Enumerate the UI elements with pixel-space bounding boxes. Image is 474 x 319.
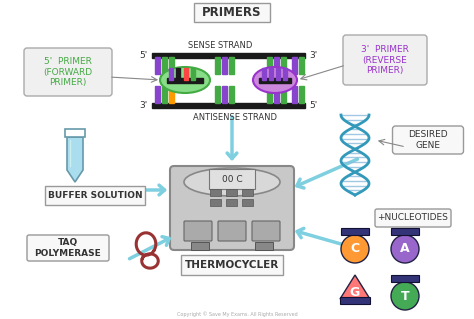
Bar [222, 86, 228, 103]
Circle shape [341, 235, 369, 263]
Bar [269, 68, 273, 80]
Text: 3': 3' [140, 100, 148, 109]
FancyBboxPatch shape [252, 221, 280, 241]
FancyBboxPatch shape [391, 228, 419, 235]
Bar [282, 57, 286, 74]
Text: 3': 3' [309, 50, 317, 60]
Bar [267, 57, 273, 74]
Bar [216, 86, 220, 103]
Bar [300, 86, 304, 103]
Text: TAQ
POLYMERASE: TAQ POLYMERASE [35, 238, 101, 258]
FancyBboxPatch shape [243, 189, 254, 196]
Bar [274, 86, 280, 103]
Circle shape [391, 235, 419, 263]
Text: PRIMERS: PRIMERS [202, 5, 262, 19]
Bar [155, 57, 161, 74]
Bar [163, 57, 167, 74]
Bar [155, 86, 161, 103]
FancyBboxPatch shape [194, 3, 270, 21]
Bar [170, 86, 174, 103]
FancyBboxPatch shape [181, 255, 283, 275]
FancyBboxPatch shape [227, 189, 237, 196]
Bar [267, 86, 273, 103]
Bar [191, 68, 195, 80]
Bar [259, 78, 291, 83]
Ellipse shape [253, 67, 297, 93]
FancyBboxPatch shape [392, 126, 464, 154]
Bar [282, 86, 286, 103]
FancyBboxPatch shape [375, 209, 451, 227]
Bar [276, 68, 280, 80]
FancyBboxPatch shape [227, 198, 237, 205]
Text: DESIRED
GENE: DESIRED GENE [408, 130, 448, 150]
Bar [274, 57, 280, 74]
FancyBboxPatch shape [191, 242, 209, 250]
Polygon shape [67, 137, 83, 182]
Bar [163, 86, 167, 103]
FancyBboxPatch shape [340, 297, 370, 304]
Bar [229, 57, 235, 74]
Bar [292, 86, 298, 103]
Text: BUFFER SOLUTION: BUFFER SOLUTION [48, 190, 142, 199]
Bar [170, 57, 174, 74]
FancyBboxPatch shape [218, 221, 246, 241]
Text: 5': 5' [309, 100, 317, 109]
Ellipse shape [160, 67, 210, 93]
FancyBboxPatch shape [343, 35, 427, 85]
Text: +NUCLEOTIDES: +NUCLEOTIDES [378, 213, 448, 222]
Bar [167, 78, 203, 83]
Text: ANTISENSE STRAND: ANTISENSE STRAND [193, 114, 277, 122]
FancyBboxPatch shape [210, 189, 221, 196]
Text: 3'  PRIMER
(REVERSE
PRIMER): 3' PRIMER (REVERSE PRIMER) [361, 45, 409, 75]
Ellipse shape [184, 168, 280, 196]
Text: THERMOCYCLER: THERMOCYCLER [185, 260, 279, 270]
Text: A: A [400, 242, 410, 256]
Bar [300, 57, 304, 74]
Bar [283, 68, 287, 80]
Text: 5'  PRIMER
(FORWARD
PRIMER): 5' PRIMER (FORWARD PRIMER) [44, 57, 92, 87]
Text: 00 C: 00 C [222, 174, 242, 183]
FancyBboxPatch shape [341, 228, 369, 235]
FancyBboxPatch shape [243, 198, 254, 205]
Text: SENSE STRAND: SENSE STRAND [188, 41, 252, 49]
FancyBboxPatch shape [209, 169, 255, 189]
Bar [292, 57, 298, 74]
Bar [222, 57, 228, 74]
Bar [176, 68, 180, 80]
Text: C: C [350, 242, 360, 256]
Bar [262, 68, 266, 80]
Bar [229, 86, 235, 103]
Text: T: T [401, 290, 410, 302]
FancyBboxPatch shape [391, 275, 419, 282]
Bar [216, 57, 220, 74]
FancyBboxPatch shape [45, 186, 145, 204]
Bar [169, 68, 173, 80]
Text: G: G [350, 286, 360, 300]
FancyBboxPatch shape [24, 48, 112, 96]
Circle shape [391, 282, 419, 310]
FancyBboxPatch shape [27, 235, 109, 261]
Text: 5': 5' [140, 50, 148, 60]
Polygon shape [340, 275, 370, 299]
FancyBboxPatch shape [184, 221, 212, 241]
Bar [152, 102, 305, 108]
FancyBboxPatch shape [210, 198, 221, 205]
FancyBboxPatch shape [255, 242, 273, 250]
Text: Copyright © Save My Exams. All Rights Reserved: Copyright © Save My Exams. All Rights Re… [177, 311, 297, 317]
Bar [184, 68, 188, 80]
FancyBboxPatch shape [170, 166, 294, 250]
Bar [65, 129, 85, 137]
Bar [152, 53, 305, 57]
